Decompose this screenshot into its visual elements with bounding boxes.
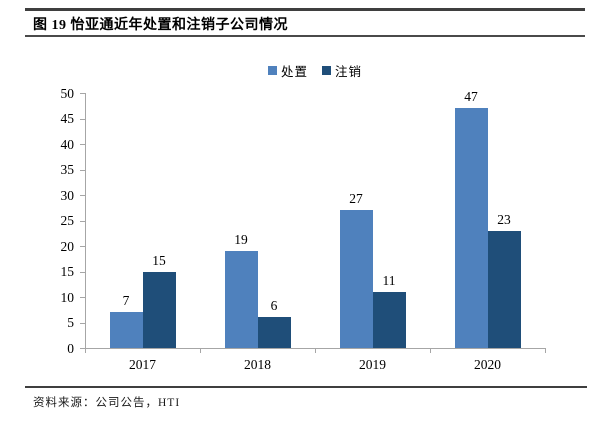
y-axis-tick bbox=[80, 271, 85, 273]
legend-swatch-icon bbox=[322, 66, 331, 75]
x-axis-tick bbox=[315, 348, 316, 353]
y-axis-tick bbox=[80, 297, 85, 298]
y-axis-tick bbox=[80, 195, 85, 196]
legend-label: 处置 bbox=[280, 65, 308, 79]
bar-处置-2017 bbox=[109, 312, 143, 348]
legend-item-注销: 注销 bbox=[322, 61, 362, 80]
bar-value-label: 15 bbox=[152, 252, 166, 268]
y-axis-tick-label: 15 bbox=[60, 264, 75, 279]
legend-item-处置: 处置 bbox=[267, 61, 308, 80]
source-note: 资料来源：公司公告，HTI bbox=[33, 397, 181, 409]
y-axis-tick-label: 0 bbox=[67, 340, 74, 356]
y-axis-line bbox=[85, 93, 86, 348]
x-axis-tick bbox=[545, 348, 546, 353]
y-axis-tick bbox=[80, 322, 85, 324]
y-axis-tick-label: 50 bbox=[60, 85, 75, 101]
legend-label: 注销 bbox=[335, 65, 363, 79]
bar-value-label: 6 bbox=[270, 298, 278, 314]
y-axis-tick-label: 40 bbox=[60, 136, 75, 152]
y-axis-tick bbox=[80, 246, 85, 247]
y-axis-tick-label: 5 bbox=[67, 315, 74, 330]
x-axis-tick bbox=[200, 348, 201, 353]
y-axis-tick-label: 35 bbox=[60, 162, 75, 177]
bar-注销-2019 bbox=[372, 291, 406, 348]
bar-value-label: 27 bbox=[349, 191, 363, 207]
figure-title: 图 19 怡亚通近年处置和注销子公司情况 bbox=[33, 18, 288, 33]
bottom-divider bbox=[25, 386, 587, 388]
title-divider bbox=[25, 35, 585, 37]
legend-swatch-icon bbox=[267, 66, 277, 75]
y-axis-tick bbox=[80, 93, 85, 94]
bar-处置-2020 bbox=[454, 108, 488, 348]
x-axis-tick bbox=[85, 348, 86, 353]
y-axis-tick-label: 10 bbox=[60, 289, 75, 305]
y-axis-tick-label: 25 bbox=[60, 213, 75, 228]
bar-注销-2018 bbox=[257, 317, 291, 348]
x-category-label: 2020 bbox=[474, 357, 501, 372]
x-category-label: 2017 bbox=[129, 357, 156, 372]
y-axis-tick-label: 45 bbox=[60, 111, 75, 126]
x-axis-tick bbox=[430, 348, 431, 353]
bar-value-label: 7 bbox=[122, 293, 130, 309]
y-axis-tick bbox=[80, 144, 85, 145]
bar-处置-2018 bbox=[224, 251, 258, 348]
y-axis-tick bbox=[80, 118, 85, 120]
x-category-label: 2018 bbox=[244, 357, 271, 372]
bar-注销-2020 bbox=[487, 230, 521, 348]
x-category-label: 2019 bbox=[359, 357, 386, 372]
y-axis-tick-label: 20 bbox=[60, 238, 75, 254]
bar-处置-2019 bbox=[339, 210, 373, 348]
y-axis-tick bbox=[80, 220, 85, 222]
bar-注销-2017 bbox=[142, 271, 176, 348]
y-axis-tick bbox=[80, 169, 85, 171]
top-divider bbox=[25, 8, 585, 11]
bar-value-label: 47 bbox=[464, 89, 478, 105]
bar-value-label: 19 bbox=[234, 232, 248, 248]
chart-legend: 处置 注销 bbox=[85, 61, 545, 80]
bar-value-label: 23 bbox=[497, 211, 511, 227]
y-axis-tick bbox=[80, 348, 85, 349]
y-axis-tick-label: 30 bbox=[60, 187, 75, 203]
bar-value-label: 11 bbox=[382, 272, 396, 288]
